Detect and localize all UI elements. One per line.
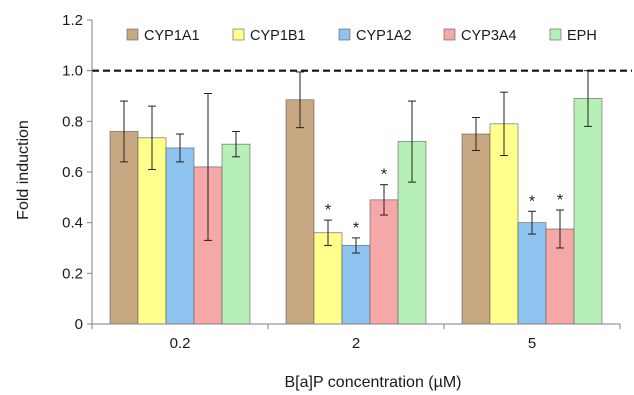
- significance-star: *: [557, 192, 563, 209]
- legend-swatch-eph: [549, 28, 562, 41]
- legend-swatch-cyp1b1: [232, 28, 245, 41]
- bar-cyp1b1-5: [489, 123, 519, 325]
- bar-cyp3a4-2: [369, 199, 399, 325]
- x-axis-ticks: 0.2 2 5: [91, 324, 621, 352]
- y-axis-ticks: 0 0.2 0.4 0.6 0.8 1.0 1.2: [62, 12, 92, 333]
- y-tick-label: 1.2: [62, 12, 83, 29]
- significance-star: *: [353, 220, 359, 237]
- axes: [91, 20, 620, 325]
- legend-label-cyp1a2: CYP1A2: [356, 28, 412, 44]
- y-axis-title: Fold induction: [15, 120, 32, 220]
- significance-markers: * * * * *: [325, 167, 563, 237]
- legend-label-eph: EPH: [567, 28, 597, 44]
- legend-label-cyp1a1: CYP1A1: [144, 28, 200, 44]
- x-tick-label: 2: [352, 335, 360, 352]
- legend-swatch-cyp3a4: [443, 28, 456, 41]
- y-tick-label: 0: [75, 316, 83, 333]
- significance-star: *: [381, 167, 387, 184]
- error-bars-group: [120, 70, 592, 254]
- x-tick-label: 5: [528, 335, 536, 352]
- bar-cyp1b1-2: [313, 232, 343, 325]
- bar-cyp1a1-2: [285, 99, 315, 325]
- significance-star: *: [325, 202, 331, 219]
- y-tick-label: 0.8: [62, 113, 83, 130]
- significance-star: *: [529, 193, 535, 210]
- bar-cyp1a2-5: [517, 222, 547, 325]
- x-tick-label: 0.2: [170, 335, 191, 352]
- y-tick-label: 1.0: [62, 63, 83, 80]
- legend: CYP1A1 CYP1B1 CYP1A2 CYP3A4 EPH: [126, 28, 597, 44]
- y-tick-label: 0.6: [62, 164, 83, 181]
- bars-group: [109, 98, 603, 325]
- bar-cyp1a1-5: [461, 133, 491, 325]
- y-tick-label: 0.2: [62, 265, 83, 282]
- bar-cyp1a2-2: [341, 245, 371, 325]
- legend-label-cyp3a4: CYP3A4: [461, 28, 517, 44]
- bar-eph-5: [573, 98, 603, 325]
- bar-eph-0.2: [221, 143, 251, 325]
- legend-swatch-cyp1a1: [126, 28, 139, 41]
- bar-cyp1a2-0.2: [165, 147, 195, 325]
- y-tick-label: 0.4: [62, 215, 83, 232]
- legend-swatch-cyp1a2: [338, 28, 351, 41]
- x-axis-title: B[a]P concentration (µM): [285, 374, 462, 391]
- legend-label-cyp1b1: CYP1B1: [250, 28, 306, 44]
